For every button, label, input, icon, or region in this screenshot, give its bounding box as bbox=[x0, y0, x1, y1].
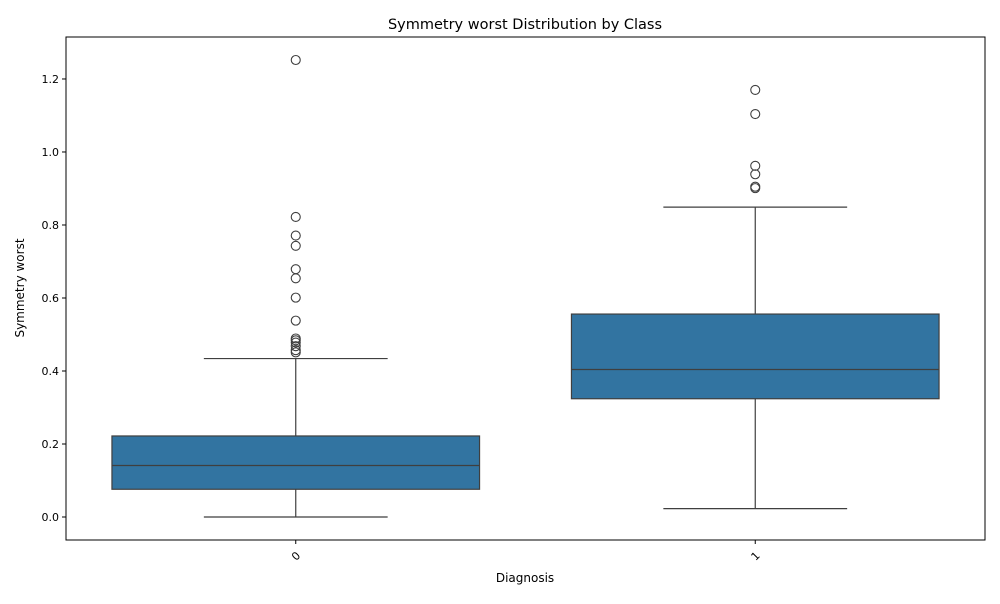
outlier-point bbox=[290, 230, 301, 241]
outlier-point bbox=[290, 240, 301, 251]
y-tick-label: 0.6 bbox=[42, 292, 60, 305]
box-group-1 bbox=[570, 84, 940, 510]
outlier-point bbox=[750, 108, 761, 120]
outlier-point bbox=[290, 341, 301, 352]
y-axis-label: Symmetry worst bbox=[13, 238, 27, 337]
outlier-point bbox=[290, 292, 301, 303]
y-tick-label: 0.4 bbox=[42, 365, 60, 378]
outlier-point bbox=[290, 211, 301, 223]
outlier-point bbox=[290, 315, 301, 326]
outlier-point bbox=[290, 345, 301, 356]
x-axis-label: Diagnosis bbox=[496, 571, 554, 585]
outlier-point bbox=[290, 54, 301, 66]
y-tick-label: 0.0 bbox=[42, 511, 60, 524]
outlier-point bbox=[290, 273, 301, 284]
iqr-box bbox=[570, 313, 940, 400]
outlier-point bbox=[290, 333, 301, 344]
box-group-0 bbox=[111, 54, 481, 518]
outlier-point bbox=[750, 160, 761, 171]
x-tick-label: 0 bbox=[289, 549, 303, 563]
y-tick-label: 0.8 bbox=[42, 219, 60, 232]
chart-title: Symmetry worst Distribution by Class bbox=[388, 17, 662, 33]
y-axis: 0.0 0.2 0.4 0.6 0.8 1.0 1.2 bbox=[42, 73, 66, 524]
outlier-point bbox=[750, 84, 761, 95]
outlier-point bbox=[750, 169, 761, 180]
outlier-point bbox=[750, 181, 761, 192]
y-tick-label: 1.0 bbox=[42, 146, 60, 159]
x-tick-label: 1 bbox=[749, 549, 763, 563]
boxes-layer bbox=[111, 54, 940, 518]
plot-frame bbox=[65, 36, 986, 541]
iqr-box bbox=[111, 435, 481, 490]
y-tick-label: 1.2 bbox=[42, 73, 60, 86]
outlier-point bbox=[290, 264, 301, 275]
y-tick-label: 0.2 bbox=[42, 438, 60, 451]
